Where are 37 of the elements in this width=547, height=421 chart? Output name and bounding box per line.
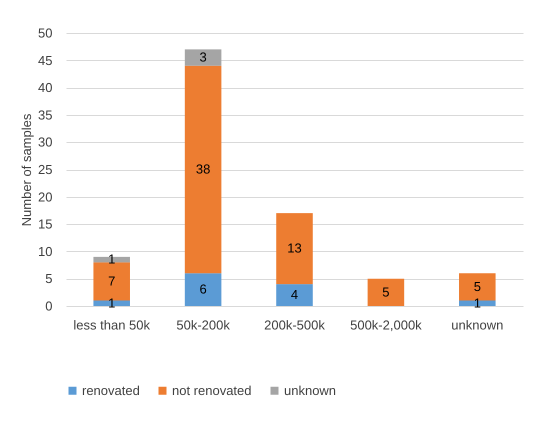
data-label: 6 [199, 282, 207, 297]
data-label: 3 [199, 50, 207, 65]
x-tick-label: 500k-2,000k [350, 318, 422, 332]
data-label: 38 [196, 162, 210, 176]
y-tick-label: 50 [38, 26, 52, 40]
data-label: 7 [108, 273, 116, 288]
y-tick-label: 35 [38, 107, 52, 122]
legend-label: not renovated [172, 382, 252, 398]
legend-label: renovated [82, 382, 140, 398]
data-label: 5 [474, 278, 481, 294]
bar [184, 273, 222, 306]
bar [184, 49, 222, 66]
bar [276, 213, 313, 284]
bar [459, 300, 496, 306]
legend-label: unknown [284, 382, 336, 398]
bar [93, 256, 130, 262]
y-tick-label: 0 [45, 298, 52, 314]
bar [93, 300, 130, 306]
y-tick-label: 45 [38, 52, 52, 68]
data-label: 13 [287, 240, 302, 256]
data-label: 5 [382, 284, 390, 300]
y-tick-label: 15 [38, 216, 52, 232]
x-tick-label: less than 50k [73, 318, 150, 332]
x-tick-label: 50k-200k [176, 318, 230, 332]
y-tick-label: 20 [38, 189, 52, 204]
y-tick-label: 10 [38, 244, 52, 259]
x-tick-label: unknown [451, 318, 504, 332]
data-label: 4 [290, 287, 298, 302]
bar [184, 66, 222, 274]
y-tick-label: 25 [38, 162, 52, 177]
y-tick-label: 40 [38, 80, 52, 96]
bar [368, 278, 404, 306]
x-tick-label: 200k-500k [264, 318, 326, 332]
y-axis-title: Number of samples [19, 113, 34, 226]
y-tick-label: 30 [38, 134, 52, 150]
bar [276, 284, 313, 306]
y-tick-label: 5 [45, 271, 52, 286]
